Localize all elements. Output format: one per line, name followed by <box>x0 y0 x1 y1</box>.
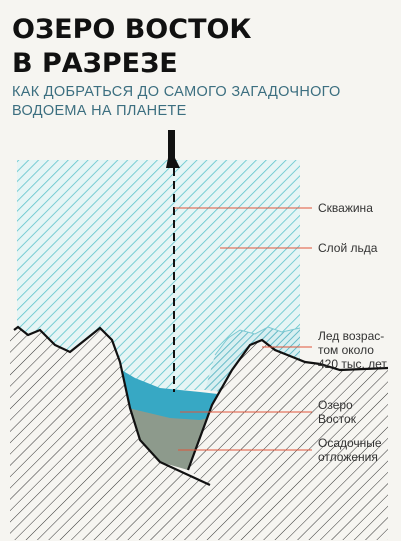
labels: Скважина Слой льда Лед возрас-том около420… <box>318 201 387 464</box>
bedrock <box>10 327 388 540</box>
sediment <box>128 408 208 470</box>
label: Слой льда <box>318 241 378 255</box>
label: отложения <box>318 450 378 464</box>
label: Лед возрас- <box>318 329 384 343</box>
title: В РАЗРЕЗЕ <box>12 48 178 79</box>
drill-rig <box>166 130 180 168</box>
label: Осадочные <box>318 436 382 450</box>
label: 420 тыс. лет <box>318 357 387 371</box>
label: Скважина <box>318 201 373 215</box>
lake <box>118 368 218 425</box>
label: том около <box>318 343 374 357</box>
label: Восток <box>318 412 357 426</box>
subtitle: КАК ДОБРАТЬСЯ ДО САМОГО ЗАГАДОЧНОГО <box>12 84 341 100</box>
bedrock-edge <box>13 325 389 486</box>
title: ОЗЕРО ВОСТОК <box>12 14 252 45</box>
label: Озеро <box>318 398 353 412</box>
subtitle: ВОДОЕМА НА ПЛАНЕТЕ <box>12 103 187 119</box>
old-ice-edge <box>214 326 301 356</box>
